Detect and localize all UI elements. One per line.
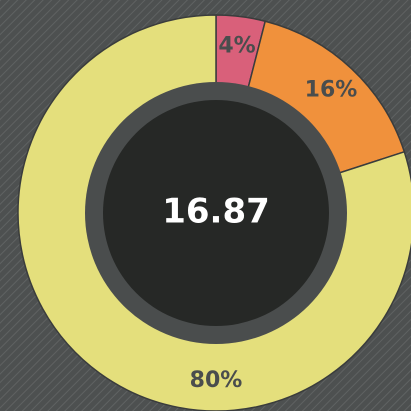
slice-label: 80% xyxy=(190,368,243,393)
slice-label: 16% xyxy=(305,78,358,103)
slice-label: 4% xyxy=(218,33,255,58)
labels: 4% 16% 80% xyxy=(190,33,358,393)
center-label: 16.87 xyxy=(162,192,270,232)
center-disc xyxy=(103,100,329,326)
